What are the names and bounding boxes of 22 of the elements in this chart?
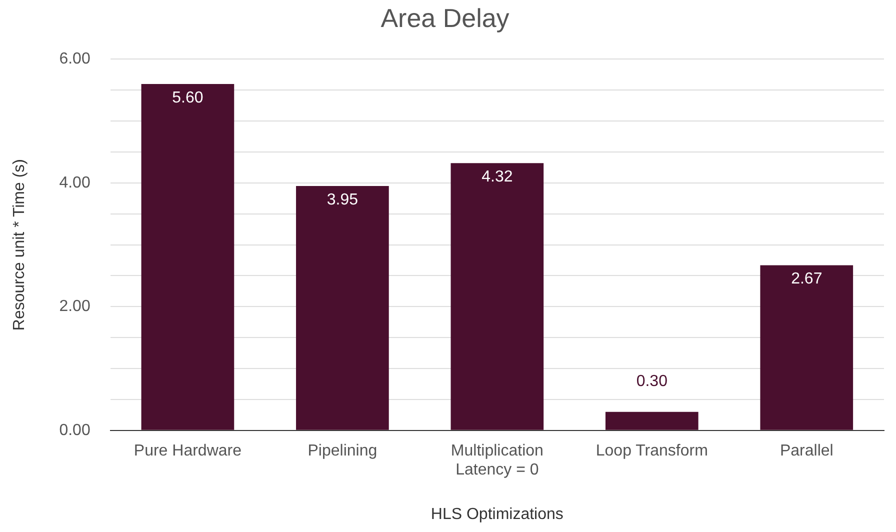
x-tick-label: Loop Transform bbox=[596, 442, 708, 460]
bar bbox=[141, 84, 234, 430]
x-tick-label: Multiplication Latency = 0 bbox=[450, 442, 544, 479]
y-axis-title: Resource unit * Time (s) bbox=[11, 158, 28, 331]
data-label: 0.30 bbox=[636, 373, 668, 390]
bar bbox=[605, 412, 698, 430]
data-label: 5.60 bbox=[172, 89, 204, 106]
x-tick-label: Parallel bbox=[780, 442, 834, 460]
bar bbox=[296, 186, 389, 430]
data-label: 2.67 bbox=[791, 270, 822, 288]
bar bbox=[450, 163, 544, 430]
y-tick-label: 2.00 bbox=[59, 298, 90, 316]
bar bbox=[760, 265, 854, 430]
data-label: 3.95 bbox=[326, 191, 358, 208]
x-axis-title: HLS Optimizations bbox=[430, 506, 564, 523]
y-tick-label: 4.00 bbox=[59, 174, 90, 192]
y-tick-label: 0.00 bbox=[59, 422, 90, 439]
chart-title: Area Delay bbox=[380, 2, 510, 33]
x-tick-label: Pipelining bbox=[308, 442, 378, 460]
y-tick-label: 6.00 bbox=[59, 50, 90, 68]
data-label: 4.32 bbox=[482, 168, 513, 186]
x-tick-label: Pure Hardware bbox=[134, 442, 242, 460]
